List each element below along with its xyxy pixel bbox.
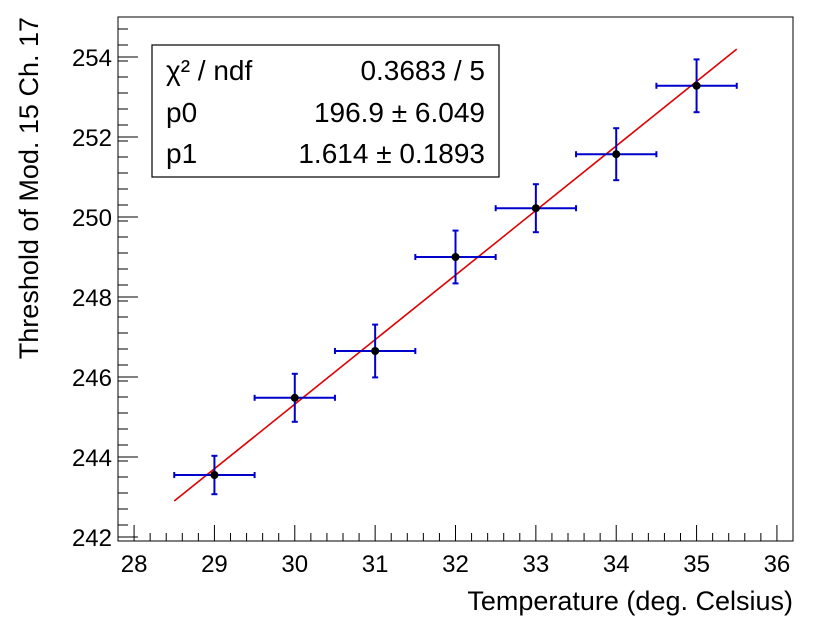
data-point [173, 454, 256, 496]
stat-chi2-value: 0.3683 / 5 [360, 55, 485, 86]
data-point [253, 372, 336, 423]
stat-p1-value: 1.614 ± 0.1893 [298, 138, 485, 169]
data-marker [290, 393, 299, 402]
data-marker [531, 204, 540, 213]
y-axis: 242 244 246 248 250 252 254 [72, 28, 138, 552]
fit-stats-frame [151, 44, 500, 178]
x-axis: 28 29 30 31 32 33 34 35 36 [121, 525, 791, 578]
stat-p0-label: p0 [166, 97, 197, 128]
y-axis-title: Threshold of Mod. 15 Ch. 17 [14, 17, 44, 359]
x-tick-label: 32 [442, 551, 469, 578]
x-tick-label: 30 [281, 551, 308, 578]
x-tick-label: 34 [603, 551, 630, 578]
data-marker [692, 81, 701, 90]
data-point [333, 323, 417, 379]
x-tick-label: 36 [764, 551, 791, 578]
data-point [494, 183, 578, 234]
data-point [575, 127, 658, 182]
stat-chi2-label: χ² / ndf [166, 55, 253, 86]
x-tick-label: 31 [362, 551, 389, 578]
y-tick-label: 248 [72, 285, 112, 312]
y-tick-label: 246 [72, 365, 112, 392]
x-tick-label: 33 [523, 551, 550, 578]
x-axis-title: Temperature (deg. Celsius) [467, 586, 793, 616]
data-points [173, 58, 738, 496]
data-point [655, 58, 738, 114]
stat-p0-value: 196.9 ± 6.049 [314, 97, 485, 128]
data-marker [612, 150, 621, 159]
data-marker [210, 471, 219, 479]
y-tick-label: 250 [72, 205, 112, 232]
data-marker [371, 347, 380, 355]
y-tick-label: 244 [72, 445, 112, 472]
data-point [414, 229, 497, 285]
y-tick-label: 254 [72, 45, 112, 72]
y-tick-label: 242 [72, 525, 112, 552]
x-tick-label: 29 [201, 551, 228, 578]
y-tick-label: 252 [72, 125, 112, 152]
x-tick-label: 28 [121, 551, 148, 578]
x-tick-label: 35 [683, 551, 710, 578]
data-marker [451, 253, 460, 261]
fit-stats-box: χ² / ndf 0.3683 / 5 p0 196.9 ± 6.049 p1 … [151, 44, 500, 178]
stat-p1-label: p1 [166, 138, 197, 169]
